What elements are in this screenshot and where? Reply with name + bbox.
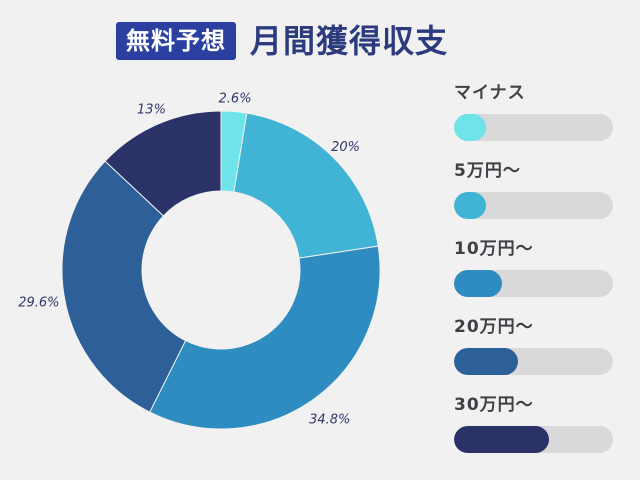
legend-bar-track (454, 348, 613, 375)
legend-bar-fill (454, 192, 486, 219)
slice-label-300k: 13% (137, 102, 166, 117)
donut-slice-100k (149, 245, 381, 430)
legend-bar-fill (454, 114, 486, 141)
legend-bar-fill (454, 348, 518, 375)
legend-label: 10万円〜 (454, 239, 534, 259)
legend-item-300k: 30万円〜 (452, 390, 616, 468)
legend-item-minus: マイナス (452, 78, 616, 156)
donut-slice-50k (233, 112, 379, 259)
legend-bar-fill (454, 426, 550, 453)
legend-bar-fill (454, 270, 502, 297)
legend-bar-track (454, 114, 613, 141)
legend-bar-track (454, 426, 613, 453)
slice-label-50k: 20% (331, 140, 360, 155)
donut-slice-300k (104, 110, 222, 217)
legend-label: 5万円〜 (454, 161, 521, 181)
free-prediction-badge: 無料予想 (116, 22, 236, 60)
legend-label: マイナス (454, 83, 526, 103)
slice-label-200k: 29.6% (18, 295, 59, 310)
legend-label: 20万円〜 (454, 317, 534, 337)
legend-item-100k: 10万円〜 (452, 234, 616, 312)
donut-chart: 2.6% 20% 34.8% 29.6% 13% (18, 92, 381, 430)
donut-slice-200k (61, 160, 187, 413)
legend-label: 30万円〜 (454, 395, 534, 415)
slice-label-minus: 2.6% (219, 92, 252, 107)
legend: マイナス 5万円〜 10万円〜 20万円〜 30万円〜 (452, 78, 616, 468)
chart-title: 月間獲得収支 (250, 22, 449, 60)
legend-bar-track (454, 192, 613, 219)
legend-item-50k: 5万円〜 (452, 156, 616, 234)
header: 無料予想 月間獲得収支 (116, 22, 448, 60)
legend-bar-track (454, 270, 613, 297)
slice-label-100k: 34.8% (309, 413, 350, 428)
legend-item-200k: 20万円〜 (452, 312, 616, 390)
